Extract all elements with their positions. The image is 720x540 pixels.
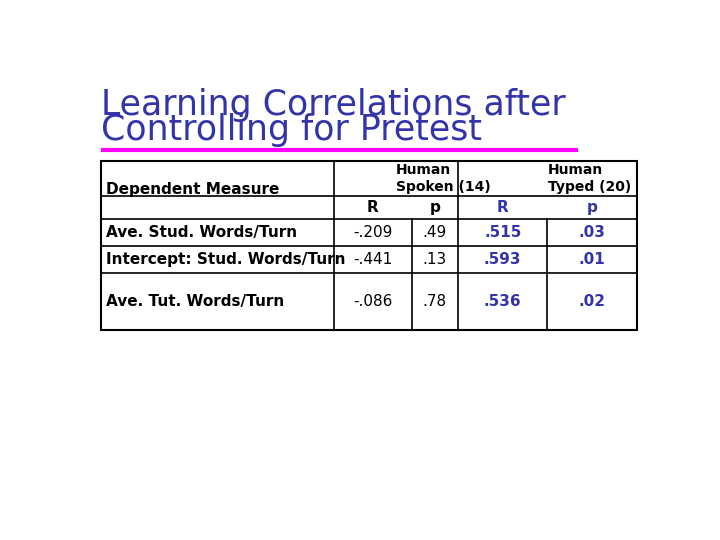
Text: .78: .78 [423, 294, 447, 309]
Text: Human
Spoken (14): Human Spoken (14) [396, 163, 491, 194]
Text: Controlling for Pretest: Controlling for Pretest [101, 112, 482, 146]
Text: .02: .02 [579, 294, 606, 309]
Text: p: p [429, 200, 441, 215]
Text: .01: .01 [579, 252, 606, 267]
Text: .49: .49 [423, 225, 447, 240]
Text: R: R [497, 200, 508, 215]
Text: Dependent Measure: Dependent Measure [106, 183, 279, 198]
Text: R: R [367, 200, 379, 215]
Text: -.209: -.209 [354, 225, 392, 240]
Text: Ave. Stud. Words/Turn: Ave. Stud. Words/Turn [106, 225, 297, 240]
Text: .03: .03 [579, 225, 606, 240]
Text: .13: .13 [423, 252, 447, 267]
Text: Human
Typed (20): Human Typed (20) [548, 163, 631, 194]
Text: Intercept: Stud. Words/Turn: Intercept: Stud. Words/Turn [106, 252, 345, 267]
Text: p: p [587, 200, 598, 215]
Text: .536: .536 [484, 294, 521, 309]
Text: .593: .593 [484, 252, 521, 267]
Text: Ave. Tut. Words/Turn: Ave. Tut. Words/Turn [106, 294, 284, 309]
Text: .515: .515 [484, 225, 521, 240]
Text: Learning Correlations after: Learning Correlations after [101, 88, 566, 122]
Text: -.441: -.441 [354, 252, 392, 267]
Bar [101, 161, 637, 330]
Text: -.086: -.086 [354, 294, 392, 309]
